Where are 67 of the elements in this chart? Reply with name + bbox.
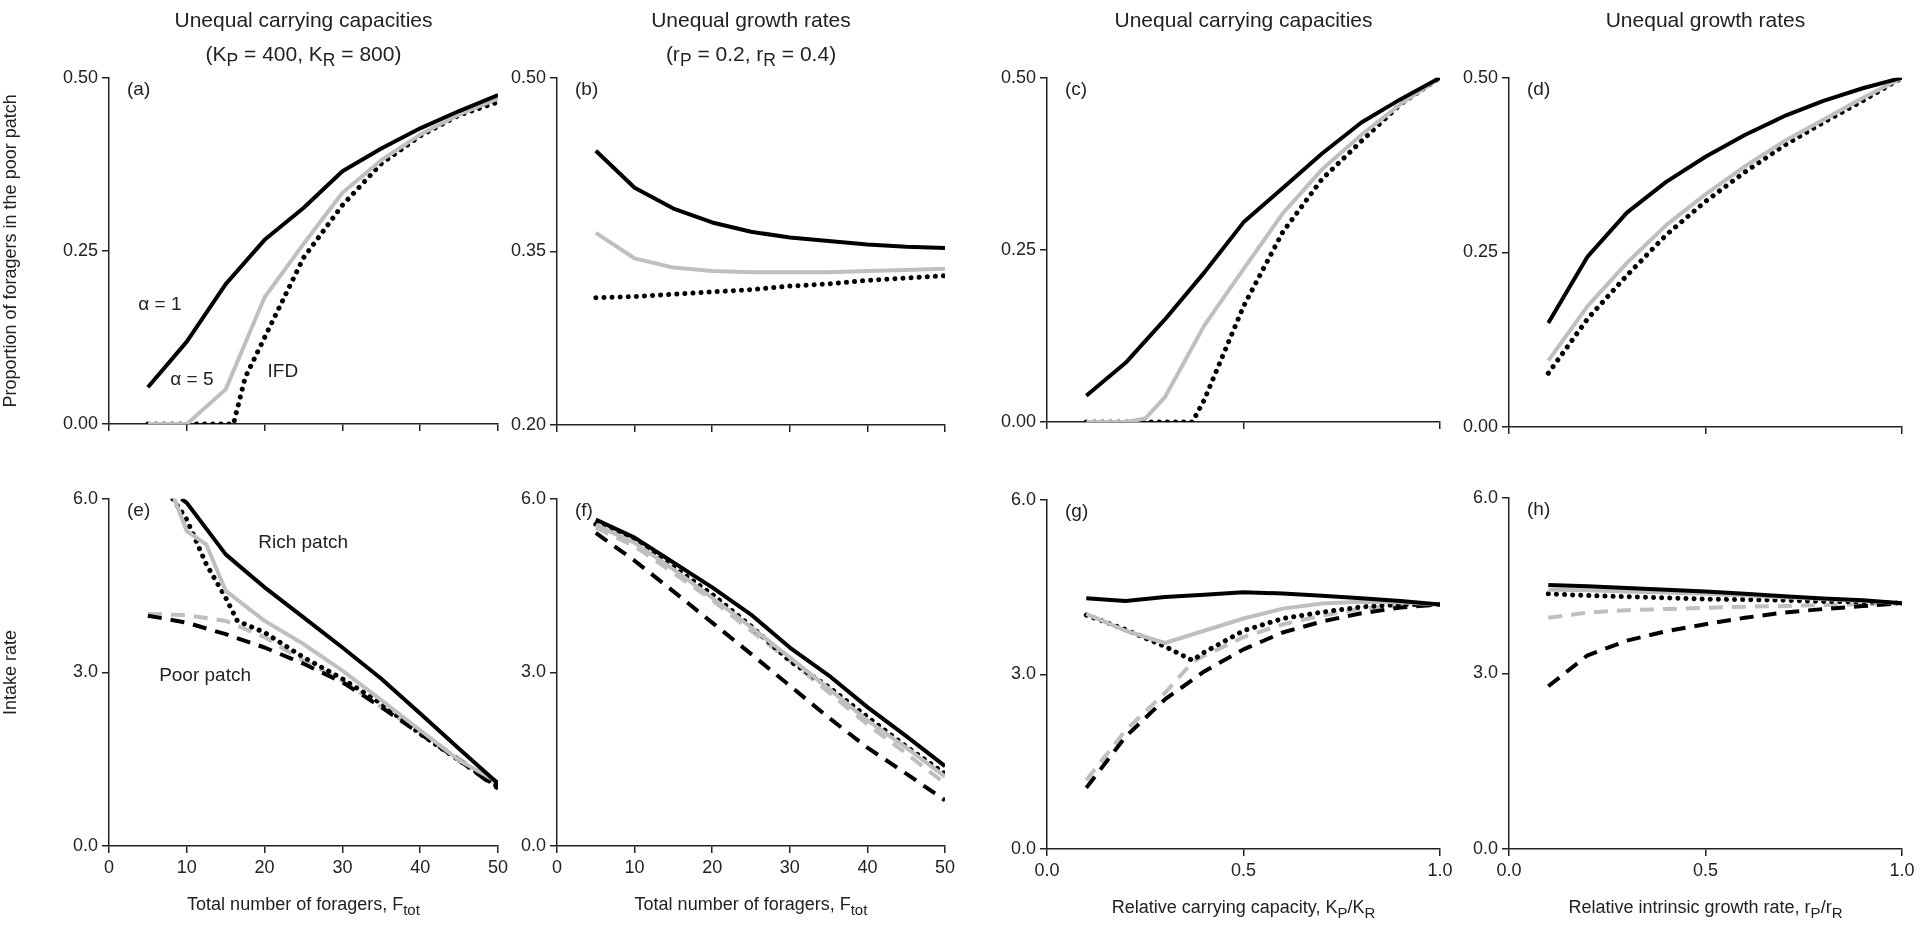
y-tick-label: 0.25 xyxy=(62,239,98,260)
y-tick-label: 0.25 xyxy=(1000,238,1036,259)
x-tick-label: 0.0 xyxy=(1034,859,1060,880)
annotation: (b) xyxy=(575,77,599,99)
x-tick-label: 40 xyxy=(857,856,878,877)
x-tick-label: 30 xyxy=(332,856,353,877)
x-tick-label: 50 xyxy=(934,856,956,877)
chart-subtitle: (r$_{P}$ = 0.2, r$_{R}$ = 0.4) xyxy=(665,42,837,71)
x-tick-label: 20 xyxy=(702,856,723,877)
x-axis-title: Total number of foragers, F$_{tot}$ xyxy=(186,894,421,918)
annotation: (a) xyxy=(127,77,151,99)
y-tick-label: 0.50 xyxy=(510,66,546,87)
x-tick-label: 0.5 xyxy=(1230,859,1257,880)
x-tick-label: 0.5 xyxy=(1692,859,1719,880)
y-axis-title: Proportion of foragers in the poor patch xyxy=(0,94,20,408)
chart-subtitle: (K$_{P}$ = 400, K$_{R}$ = 800) xyxy=(205,42,402,71)
y-tick-label: 6.0 xyxy=(1010,488,1036,509)
y-tick-label: 6.0 xyxy=(1472,486,1498,507)
y-tick-label: 0.50 xyxy=(1462,66,1498,87)
x-tick-label: 20 xyxy=(254,856,275,877)
y-tick-label: 0.0 xyxy=(1010,837,1036,858)
y-tick-label: 0.20 xyxy=(510,413,546,434)
annotation: α = 1 xyxy=(138,293,182,315)
y-tick-label: 3.0 xyxy=(520,661,546,682)
y-tick-label: 0.35 xyxy=(510,240,546,261)
annotation: (g) xyxy=(1065,499,1089,521)
x-tick-label: 30 xyxy=(779,856,800,877)
x-tick-label: 50 xyxy=(487,856,509,877)
annotation: α = 5 xyxy=(170,368,214,390)
annotation: (f) xyxy=(575,498,593,520)
y-tick-label: 0.50 xyxy=(1000,66,1036,87)
annotation: Poor patch xyxy=(159,663,252,685)
y-tick-label: 3.0 xyxy=(72,661,98,682)
y-tick-label: 0.00 xyxy=(1462,415,1498,436)
annotation: (e) xyxy=(127,498,151,520)
y-tick-label: 0.25 xyxy=(1462,241,1498,262)
y-tick-label: 0.0 xyxy=(72,834,98,855)
annotation: Rich patch xyxy=(258,530,348,552)
x-axis-title: Relative intrinsic growth rate, r$_{P}$/r$_{R}$ xyxy=(1567,897,1844,921)
x-tick-label: 10 xyxy=(176,856,197,877)
y-tick-label: 0.00 xyxy=(1000,410,1036,431)
x-tick-label: 0 xyxy=(103,856,115,877)
y-tick-label: 0.00 xyxy=(62,412,98,433)
x-axis-title: Relative carrying capacity, K$_{P}$/K$_{R}$ xyxy=(1110,897,1377,921)
y-tick-label: 6.0 xyxy=(72,487,98,508)
x-tick-label: 0 xyxy=(551,856,563,877)
x-tick-label: 40 xyxy=(410,856,431,877)
y-tick-label: 3.0 xyxy=(1472,662,1498,683)
x-axis-title: Total number of foragers, F$_{tot}$ xyxy=(633,894,869,918)
x-tick-label: 0.0 xyxy=(1496,859,1522,880)
chart-title: Unequal carrying capacities xyxy=(174,8,433,31)
chart-title: Unequal carrying capacities xyxy=(1113,7,1374,33)
y-tick-label: 0.0 xyxy=(1472,837,1498,858)
y-tick-label: 0.0 xyxy=(520,834,546,855)
annotation: (d) xyxy=(1527,77,1551,99)
annotation: IFD xyxy=(267,360,299,382)
x-tick-label: 1.0 xyxy=(1427,859,1453,880)
annotation: (h) xyxy=(1527,497,1551,519)
chart-title: Unequal growth rates xyxy=(651,8,851,31)
y-tick-label: 3.0 xyxy=(1010,663,1036,684)
annotation: (c) xyxy=(1065,77,1088,99)
y-tick-label: 6.0 xyxy=(520,487,546,508)
chart-title: Unequal growth rates xyxy=(1604,7,1807,33)
y-tick-label: 0.50 xyxy=(62,66,98,87)
x-tick-label: 1.0 xyxy=(1889,859,1915,880)
y-axis-title: Intake rate xyxy=(0,629,20,715)
x-tick-label: 10 xyxy=(624,856,645,877)
